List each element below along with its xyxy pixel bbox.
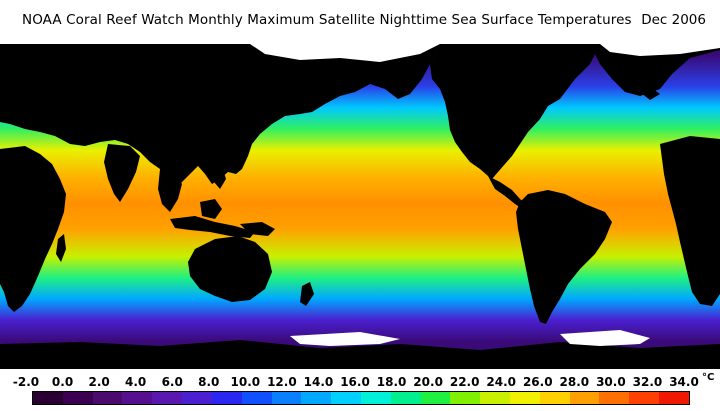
legend-swatch <box>211 392 242 404</box>
legend-tick-label: 14.0 <box>303 375 334 389</box>
landmass-japan <box>230 114 246 144</box>
legend-tick-label: 22.0 <box>449 375 480 389</box>
legend-tick-label: 10.0 <box>230 375 261 389</box>
legend-swatch <box>629 392 660 404</box>
legend-tick-label: 32.0 <box>632 375 663 389</box>
legend-swatch <box>659 392 689 404</box>
legend-swatch <box>331 392 361 404</box>
landmass-africa <box>0 146 66 312</box>
landmass-indonesia <box>170 216 255 238</box>
legend-tick-label: 34.0 <box>669 375 699 389</box>
landmass-south-america <box>516 190 612 324</box>
legend-tick-label: 2.0 <box>88 375 110 389</box>
landmass-southeast-asia <box>158 169 182 212</box>
legend-tick-label: -2.0 <box>12 375 40 389</box>
legend-tick-label: 26.0 <box>522 375 553 389</box>
sea-ice-south-east <box>560 330 650 346</box>
landmass-north-america <box>430 44 600 179</box>
sea-ice-north-east <box>600 44 720 56</box>
landmass-new-zealand <box>300 282 314 306</box>
title-bar: NOAA Coral Reef Watch Monthly Maximum Sa… <box>0 0 720 44</box>
landmass-madagascar <box>56 234 66 262</box>
landmass-philippines <box>214 166 226 189</box>
legend-tick-label: 16.0 <box>340 375 370 389</box>
landmass-new-guinea <box>240 222 275 236</box>
legend-tick-label: 28.0 <box>559 375 590 389</box>
legend-swatch <box>599 392 630 404</box>
legend-swatch <box>33 392 63 404</box>
legend-tick-label: 24.0 <box>486 375 517 389</box>
legend-swatch <box>152 392 183 404</box>
legend-swatch <box>480 392 510 404</box>
legend-swatch <box>301 392 332 404</box>
landmass-central-america <box>488 176 528 210</box>
legend-swatch <box>92 392 123 404</box>
legend-swatch <box>122 392 153 404</box>
sea-ice-north <box>250 44 440 62</box>
legend-unit-label: °C <box>702 372 715 383</box>
legend-swatch <box>182 392 212 404</box>
landmass-iceland <box>640 88 660 100</box>
landmass-borneo <box>200 199 222 219</box>
legend-swatch <box>271 392 302 404</box>
map-title: NOAA Coral Reef Watch Monthly Maximum Sa… <box>22 12 632 28</box>
sst-map <box>0 44 720 369</box>
legend-tick-label: 4.0 <box>125 375 147 389</box>
legend-tick-label: 0.0 <box>51 375 74 389</box>
legend-tick-label: 6.0 <box>161 375 183 389</box>
legend-swatch <box>510 392 540 404</box>
landmass-eurasia <box>0 44 440 184</box>
legend-swatch <box>569 392 600 404</box>
sea-ice-south <box>290 332 400 346</box>
legend-swatch <box>390 392 421 404</box>
legend-swatch <box>241 392 272 404</box>
landmass-africa-east <box>660 136 720 306</box>
legend-tick-label: 30.0 <box>596 375 626 389</box>
legend-swatch <box>450 392 481 404</box>
landmass-antarctica <box>0 340 720 369</box>
landmass-india <box>104 144 140 202</box>
legend-tick-label: 8.0 <box>198 375 220 389</box>
map-date: Dec 2006 <box>641 12 706 28</box>
legend-swatch <box>539 392 570 404</box>
legend-tick-label: 18.0 <box>376 375 407 389</box>
landmass-australia <box>188 236 272 302</box>
legend-swatch <box>420 392 451 404</box>
legend-swatch <box>360 392 391 404</box>
legend-tick-label: 20.0 <box>413 375 443 389</box>
legend-tick-label: 12.0 <box>267 375 297 389</box>
legend-swatch <box>62 392 93 404</box>
legend-colorbar <box>32 391 690 405</box>
landmass-greenland <box>590 44 720 96</box>
legend-tick-labels: -2.0 0.0 2.0 4.0 6.0 8.0 10.0 12.0 14.0 16.0 18.0 2… <box>0 372 720 391</box>
sst-map-canvas <box>0 44 720 369</box>
